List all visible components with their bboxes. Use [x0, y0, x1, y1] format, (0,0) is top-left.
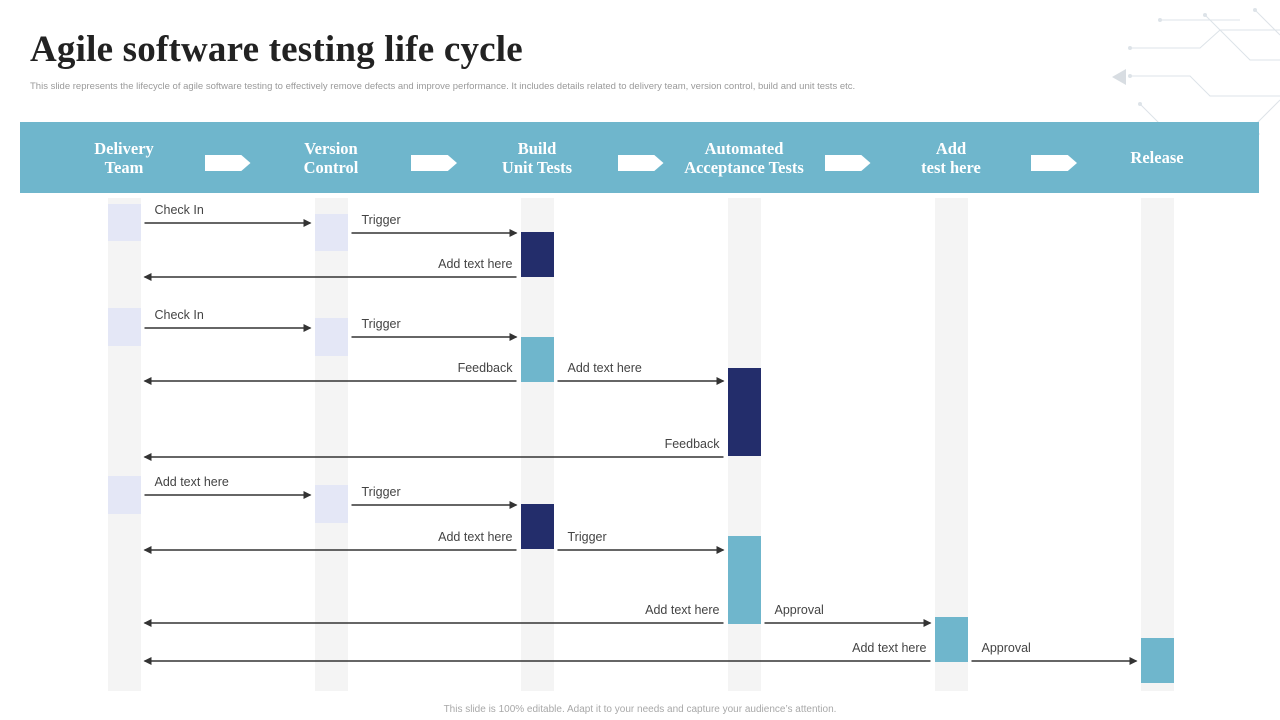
- stage-label-version: Version Control: [303, 138, 359, 177]
- stage-label-add: Add test here: [921, 138, 981, 177]
- lifeline-build: [520, 198, 554, 691]
- message-label: Add text here: [852, 641, 927, 655]
- stage-header-band: Delivery Team Version Control Build Unit T…: [20, 122, 1259, 193]
- message-label: Trigger: [361, 485, 401, 499]
- stage-label-delivery: Delivery Team: [94, 138, 154, 177]
- message-label: Add text here: [438, 257, 513, 271]
- activation-block-automated-acceptance-1: [727, 368, 761, 456]
- footer-note: This slide is 100% editable. Adapt it to…: [443, 704, 837, 715]
- stage-chevron-arrow: [1031, 155, 1077, 171]
- page-title: Agile software testing life cycle: [30, 29, 523, 70]
- stage-label-build: Build Unit Tests: [501, 138, 573, 177]
- message-label: Approval: [774, 603, 824, 617]
- message-label: Add text here: [645, 603, 720, 617]
- stage-chevron-arrow: [204, 155, 251, 171]
- activation-block-automated-acceptance-2: [727, 536, 761, 624]
- activation-block-build-build-2: [520, 337, 554, 382]
- message-label: Check In: [154, 308, 204, 322]
- message-label: Feedback: [664, 437, 720, 451]
- message-label: Approval: [981, 641, 1031, 655]
- activation-block-build-build-3: [520, 504, 554, 549]
- message-label: Feedback: [457, 361, 513, 375]
- activation-block-delivery-check-in: [107, 308, 141, 346]
- message-label: Trigger: [567, 530, 607, 544]
- message-label: Trigger: [361, 213, 401, 227]
- message-label: Add text here: [438, 530, 513, 544]
- activation-block-delivery-check-in: [107, 204, 141, 241]
- stage-label-automated: Automated Acceptance Tests: [684, 138, 804, 177]
- message-label: Add text here: [567, 361, 642, 375]
- activation-block-version-trigger: [314, 318, 348, 356]
- lifeline-version: [314, 198, 348, 691]
- message-label: Trigger: [361, 317, 401, 331]
- message-label: Check In: [154, 203, 204, 217]
- lifeline-add: [934, 198, 968, 691]
- stage-chevron-arrow: [617, 155, 664, 171]
- activation-block-version-trigger: [314, 485, 348, 523]
- activation-block-build-build-1: [520, 232, 554, 277]
- activation-block-release-release: [1140, 638, 1174, 683]
- activation-block-version-trigger: [314, 214, 348, 251]
- activation-block-add-add-test: [934, 617, 968, 662]
- activation-block-delivery-add-text: [107, 476, 141, 514]
- page-subtitle: This slide represents the lifecycle of a…: [30, 81, 856, 92]
- stage-label-release: Release: [1130, 148, 1184, 167]
- lifeline-release: [1140, 198, 1174, 691]
- stage-chevron-arrow: [411, 155, 457, 171]
- stage-chevron-arrow: [824, 155, 871, 171]
- message-label: Add text here: [154, 475, 229, 489]
- lifeline-delivery: [107, 198, 141, 691]
